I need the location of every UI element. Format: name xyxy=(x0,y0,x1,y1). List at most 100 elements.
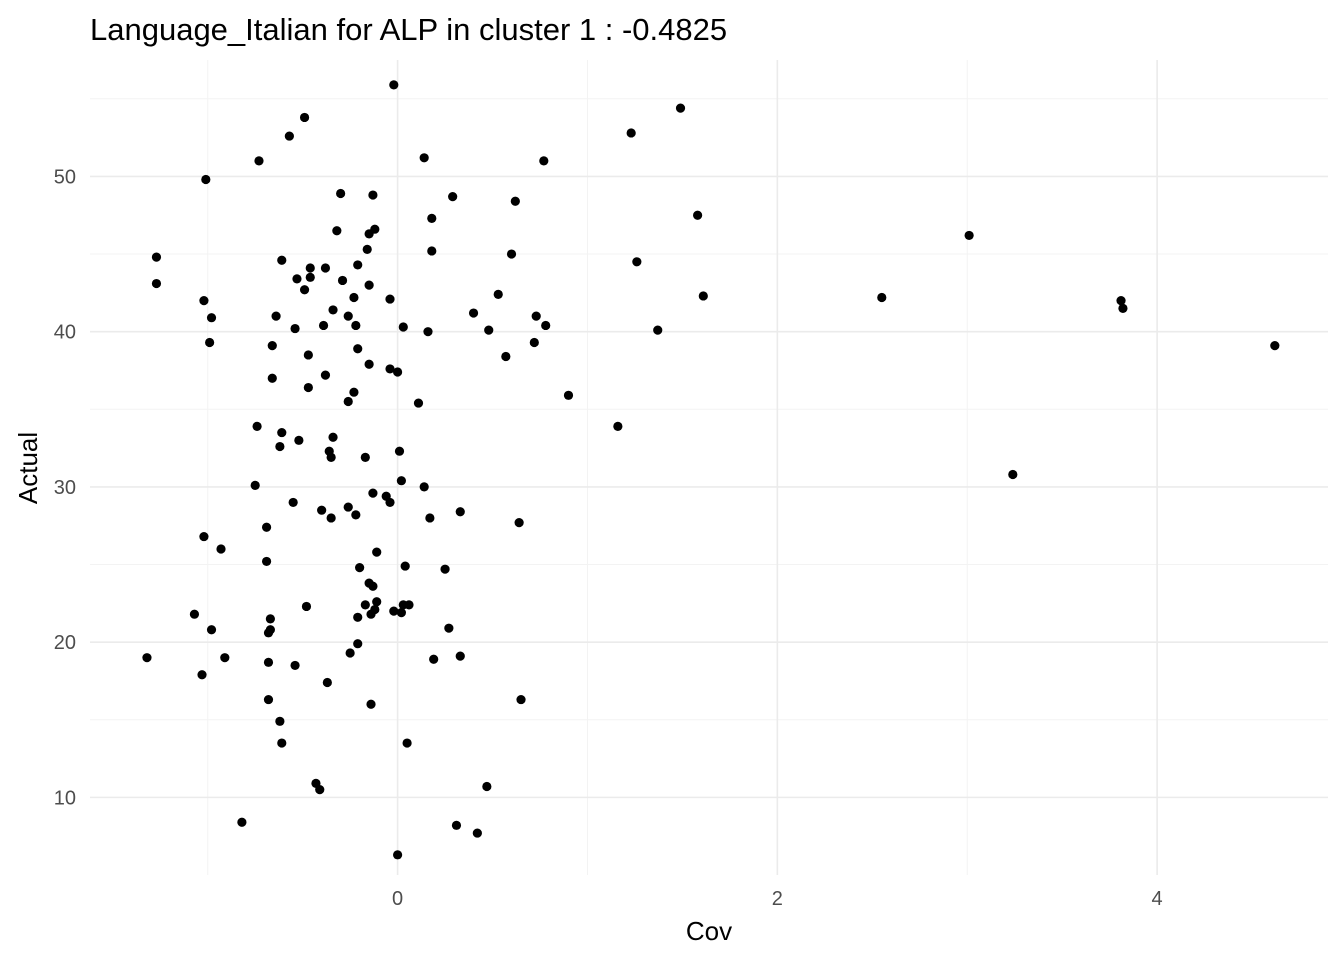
scatter-point xyxy=(343,396,353,407)
scatter-point xyxy=(206,313,217,323)
scatter-point xyxy=(482,781,492,792)
scatter-point xyxy=(493,289,503,300)
scatter-point xyxy=(277,255,287,265)
scatter-point xyxy=(626,128,636,138)
scatter-point xyxy=(419,153,429,163)
scatter-point xyxy=(472,828,482,838)
scatter-point xyxy=(318,320,329,331)
scatter-point xyxy=(305,272,315,282)
scatter-point xyxy=(516,694,526,705)
scatter-point xyxy=(368,488,378,498)
x-tick-label: 0 xyxy=(392,888,403,910)
scatter-point xyxy=(451,820,462,830)
scatter-point xyxy=(343,502,353,512)
scatter-point xyxy=(353,639,363,649)
scatter-point xyxy=(632,257,642,267)
scatter-point xyxy=(529,337,539,348)
scatter-point xyxy=(271,311,281,321)
scatter-point xyxy=(220,653,230,663)
scatter-point xyxy=(440,564,450,574)
x-tick-label: 4 xyxy=(1152,888,1163,910)
scatter-point xyxy=(455,507,465,517)
scatter-point xyxy=(216,544,226,554)
scatter-point xyxy=(506,249,517,259)
scatter-point xyxy=(360,600,370,610)
scatter-point xyxy=(284,131,294,141)
scatter-point xyxy=(261,556,272,567)
scatter-point xyxy=(563,390,574,400)
scatter-point xyxy=(385,294,395,304)
scatter-point xyxy=(326,513,336,523)
scatter-point xyxy=(1270,341,1280,351)
scatter-point xyxy=(275,716,285,726)
scatter-point xyxy=(199,296,209,306)
scatter-point xyxy=(514,518,524,528)
scatter-point xyxy=(419,482,429,492)
scatter-point xyxy=(413,398,424,408)
scatter-point xyxy=(353,612,363,622)
scatter-point xyxy=(389,80,399,90)
x-axis-label: Cov xyxy=(686,916,732,946)
scatter-point xyxy=(372,597,382,607)
scatter-point xyxy=(396,476,406,486)
scatter-point xyxy=(303,350,313,360)
scatter-point xyxy=(484,325,494,335)
scatter-point xyxy=(275,441,285,452)
scatter-point xyxy=(427,213,437,223)
scatter-point xyxy=(429,654,439,664)
scatter-point xyxy=(320,370,331,380)
scatter-point xyxy=(385,497,395,508)
scatter-point xyxy=(263,657,274,667)
scatter-point xyxy=(205,337,215,348)
scatter-point xyxy=(277,738,287,748)
scatter-point xyxy=(364,229,374,239)
scatter-point xyxy=(328,432,338,442)
scatter-point xyxy=(254,156,264,166)
scatter-point xyxy=(455,651,465,661)
scatter-point xyxy=(261,522,272,532)
scatter-point xyxy=(675,103,686,113)
scatter-point xyxy=(362,244,372,254)
scatter-point xyxy=(151,278,162,289)
scatter-point xyxy=(427,246,437,256)
scatter-point xyxy=(267,373,277,383)
scatter-point xyxy=(305,263,315,273)
scatter-point xyxy=(263,694,274,705)
scatter-point xyxy=(693,210,703,220)
scatter-point xyxy=(366,609,376,619)
scatter-point xyxy=(613,421,623,431)
scatter-point xyxy=(539,156,549,166)
scatter-point xyxy=(396,608,406,618)
chart-title: Language_Italian for ALP in cluster 1 : … xyxy=(90,12,727,47)
y-tick-label: 50 xyxy=(54,166,76,188)
scatter-point xyxy=(142,653,152,663)
x-tick-label: 2 xyxy=(772,888,783,910)
scatter-point xyxy=(389,606,399,616)
scatter-point xyxy=(400,561,410,571)
scatter-point xyxy=(1116,296,1126,306)
scatter-point xyxy=(265,614,275,624)
scatter-point xyxy=(394,446,405,456)
scatter-point xyxy=(510,196,520,206)
scatter-point xyxy=(328,305,338,315)
scatter-point xyxy=(201,174,211,185)
scatter-point xyxy=(501,351,511,362)
scatter-point xyxy=(425,513,435,523)
scatter-point xyxy=(292,274,302,284)
scatter-point xyxy=(322,677,332,688)
scatter-point xyxy=(197,670,207,680)
scatter-point xyxy=(237,817,247,827)
scatter-point xyxy=(372,547,382,557)
scatter-point xyxy=(364,359,374,369)
scatter-point xyxy=(398,322,408,332)
scatter-point xyxy=(531,311,541,321)
scatter-point xyxy=(349,292,359,303)
y-axis-label: Actual xyxy=(13,432,43,504)
scatter-point xyxy=(385,364,395,374)
scatter-point xyxy=(353,260,363,270)
scatter-point xyxy=(368,581,378,591)
scatter-point xyxy=(364,280,374,290)
scatter-point xyxy=(252,421,262,431)
scatter-point xyxy=(290,660,300,671)
y-tick-label: 20 xyxy=(54,632,76,654)
